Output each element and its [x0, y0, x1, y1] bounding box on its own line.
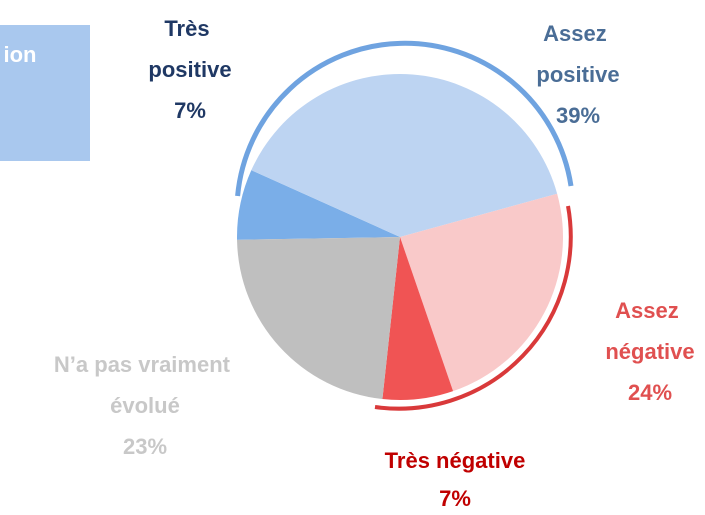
slice-value-label: 7% [439, 486, 471, 511]
pie-slice [237, 170, 400, 240]
slice-value-label: 39% [556, 103, 600, 128]
side-box [0, 25, 90, 161]
side-box-text: ion [4, 42, 37, 67]
pie-slice [237, 237, 400, 400]
pie-slice [251, 74, 558, 237]
pie-slice [400, 193, 563, 392]
slice-value-label: 7% [174, 98, 206, 123]
slice-label: Assez positive [536, 21, 619, 87]
pie-slice [382, 237, 454, 400]
slice-label: N’a pas vraiment évolué [54, 352, 236, 418]
slice-label: Très positive [148, 16, 231, 82]
slice-value-label: 23% [123, 434, 167, 459]
slice-label: Assez négative [605, 298, 694, 364]
slice-value-label: 24% [628, 380, 672, 405]
positive-arc [235, 40, 574, 197]
negative-arc [374, 205, 573, 411]
slice-label: Très négative [385, 448, 526, 473]
